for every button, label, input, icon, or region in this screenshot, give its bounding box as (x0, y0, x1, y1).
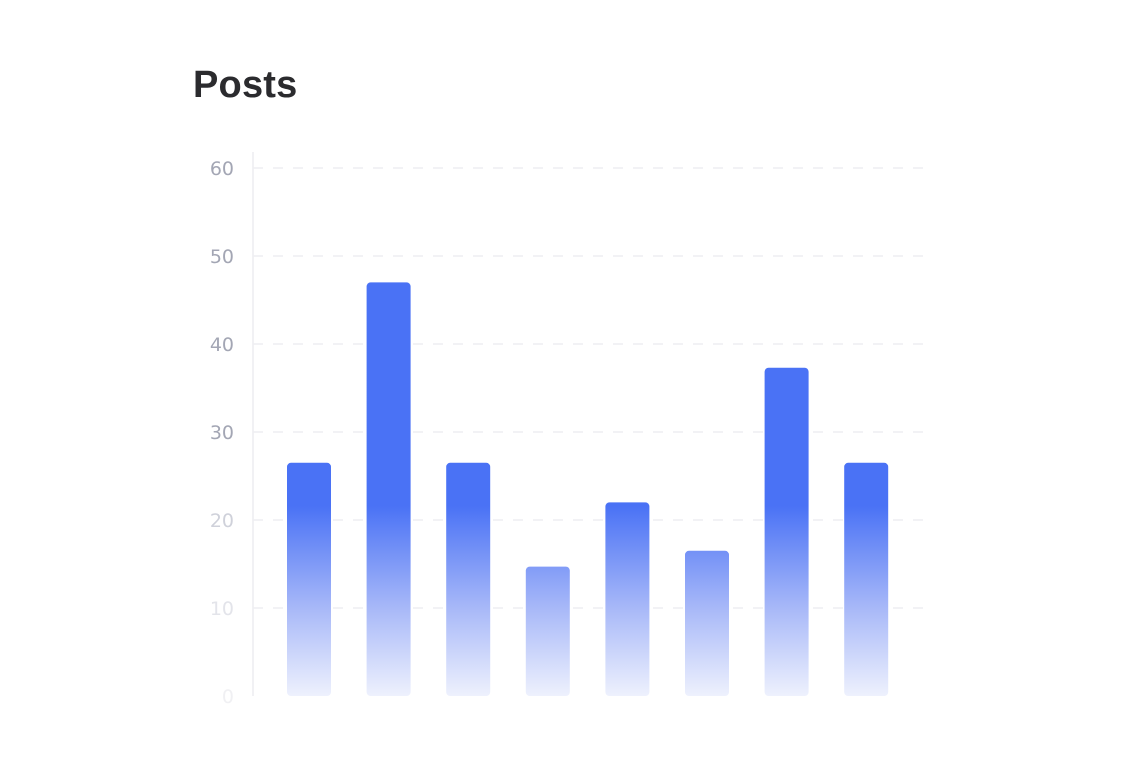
bar (366, 282, 411, 696)
y-tick-label: 50 (210, 246, 234, 268)
y-tick-label: 30 (210, 422, 234, 444)
y-tick-label: 60 (210, 158, 234, 180)
bar (605, 502, 650, 696)
y-tick-label: 40 (210, 334, 234, 356)
y-tick-label: 20 (210, 510, 234, 532)
bar (525, 566, 570, 696)
bar (446, 462, 491, 696)
y-tick-label: 10 (210, 598, 234, 620)
bar (764, 367, 809, 696)
bar (685, 550, 729, 696)
bar (844, 462, 889, 696)
bar (287, 462, 331, 696)
chart-title: Posts (193, 64, 298, 106)
y-tick-label: 0 (222, 686, 234, 708)
